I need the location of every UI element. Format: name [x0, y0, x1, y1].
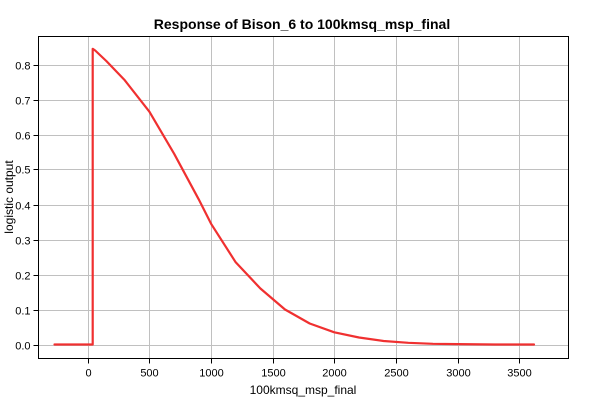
x-tick-label: 2000 [322, 368, 346, 380]
y-tick-label: 0.0 [15, 341, 30, 353]
y-tick-label: 0.4 [15, 201, 30, 213]
y-tick-label: 0.6 [15, 131, 30, 143]
y-tick-label: 0.1 [15, 306, 30, 318]
y-tick-label: 0.5 [15, 165, 30, 177]
x-tick-label: 3500 [507, 368, 531, 380]
grid-lines [38, 36, 569, 359]
x-tick-label: 2500 [384, 368, 408, 380]
y-tick-label: 0.7 [15, 96, 30, 108]
axis-ticks: 0 500 1000 1500 2000 2500 3000 3500 0.0 0.1 0.2 0.3… [15, 61, 532, 380]
x-axis-label: 100kmsq_msp_final [250, 383, 357, 397]
x-tick-label: 0 [85, 368, 91, 380]
chart-title: Response of Bison_6 to 100kmsq_msp_final [154, 16, 450, 32]
y-tick-label: 0.8 [15, 61, 30, 73]
y-axis-label: logistic output [2, 160, 16, 234]
response-curve [53, 47, 536, 346]
x-tick-label: 3000 [446, 368, 470, 380]
x-tick-label: 1500 [261, 368, 285, 380]
x-tick-label: 500 [140, 368, 158, 380]
y-tick-label: 0.2 [15, 271, 30, 283]
x-tick-label: 1000 [199, 368, 223, 380]
series-layer [53, 47, 536, 346]
y-tick-label: 0.3 [15, 236, 30, 248]
plot-frame [38, 36, 569, 359]
